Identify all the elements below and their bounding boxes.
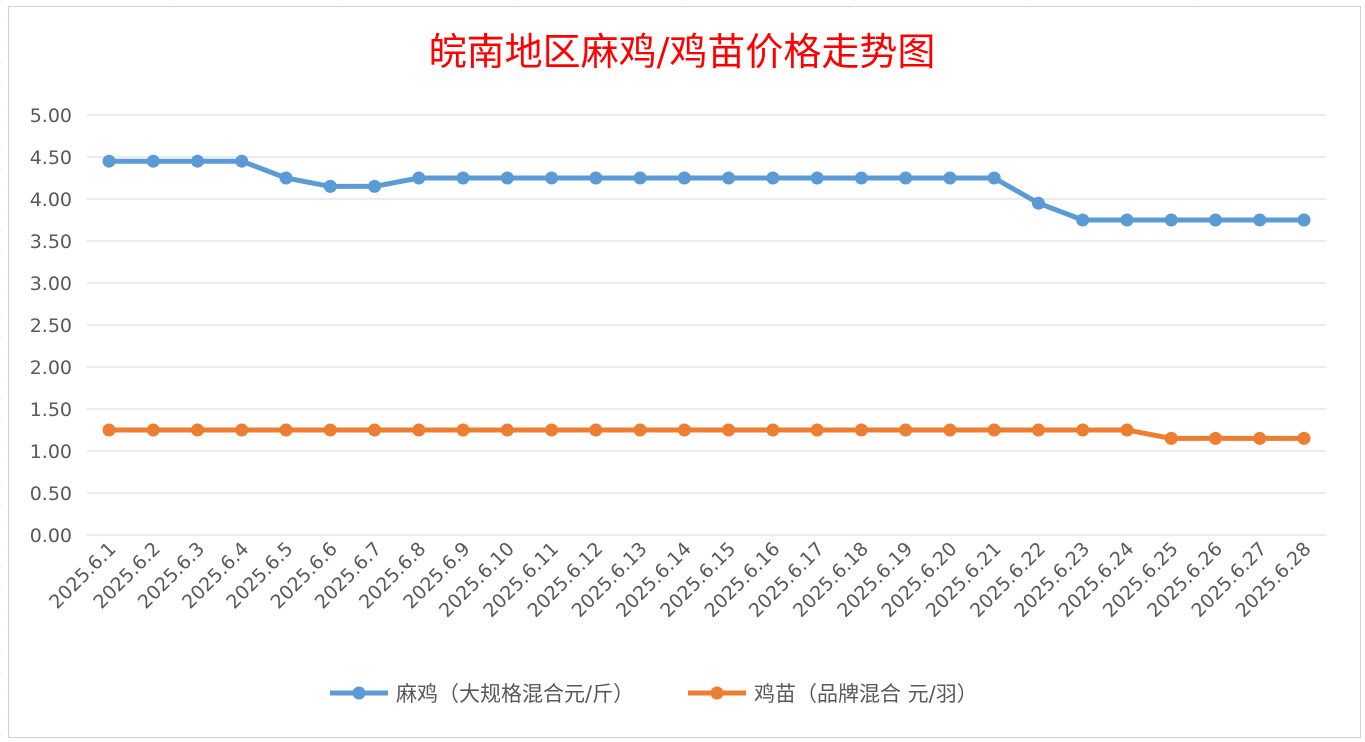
data-point bbox=[943, 171, 957, 185]
data-point bbox=[589, 423, 603, 437]
y-tick-label: 2.50 bbox=[30, 315, 72, 337]
chart-title: 皖南地区麻鸡/鸡苗价格走势图 bbox=[429, 30, 936, 74]
data-point bbox=[102, 423, 116, 437]
data-point bbox=[899, 171, 913, 185]
data-point bbox=[412, 423, 426, 437]
y-tick-label: 5.00 bbox=[30, 105, 72, 127]
data-point bbox=[500, 171, 514, 185]
data-point bbox=[1253, 431, 1267, 445]
legend: 麻鸡（大规格混合元/斤） 鸡苗（品牌混合 元/羽） bbox=[330, 682, 978, 706]
legend-item[interactable]: 麻鸡（大规格混合元/斤） bbox=[330, 682, 634, 706]
data-point bbox=[633, 171, 647, 185]
data-point bbox=[854, 171, 868, 185]
data-point bbox=[235, 423, 249, 437]
data-point bbox=[456, 171, 470, 185]
data-point bbox=[1031, 423, 1045, 437]
data-point bbox=[191, 423, 205, 437]
y-axis-ticks: 0.00 0.50 1.00 1.50 2.00 2.50 3.00 3.50 4.00 4.50… bbox=[30, 105, 72, 547]
data-point bbox=[146, 423, 160, 437]
data-point bbox=[1297, 213, 1311, 227]
data-point bbox=[146, 154, 160, 168]
gridlines bbox=[87, 114, 1326, 536]
y-tick-label: 3.00 bbox=[30, 273, 72, 295]
legend-label: 麻鸡（大规格混合元/斤） bbox=[396, 682, 634, 706]
data-point bbox=[323, 423, 337, 437]
data-point bbox=[1076, 213, 1090, 227]
data-point bbox=[854, 423, 868, 437]
chart-frame[interactable] bbox=[8, 6, 1361, 738]
legend-marker bbox=[710, 686, 724, 700]
series-1 bbox=[102, 154, 1311, 227]
data-point bbox=[545, 423, 559, 437]
data-point bbox=[412, 171, 426, 185]
data-point bbox=[722, 423, 736, 437]
data-point bbox=[677, 171, 691, 185]
y-tick-label: 1.50 bbox=[30, 399, 72, 421]
data-point bbox=[102, 154, 116, 168]
data-point bbox=[987, 423, 1001, 437]
x-axis-ticks: 2025.6.12025.6.22025.6.32025.6.42025.6.5… bbox=[45, 538, 1315, 622]
y-tick-label: 4.00 bbox=[30, 189, 72, 211]
y-tick-label: 2.00 bbox=[30, 357, 72, 379]
y-tick-label: 0.50 bbox=[30, 483, 72, 505]
y-tick-label: 0.00 bbox=[30, 525, 72, 547]
data-point bbox=[1164, 431, 1178, 445]
data-point bbox=[279, 171, 293, 185]
data-point bbox=[368, 423, 382, 437]
data-point bbox=[810, 171, 824, 185]
data-point bbox=[235, 154, 249, 168]
data-point bbox=[1253, 213, 1267, 227]
data-point bbox=[766, 171, 780, 185]
y-tick-label: 1.00 bbox=[30, 441, 72, 463]
data-point bbox=[899, 423, 913, 437]
data-point bbox=[1208, 213, 1222, 227]
data-point bbox=[987, 171, 1001, 185]
series-line bbox=[106, 158, 1307, 223]
series-2 bbox=[102, 423, 1311, 445]
data-point bbox=[1076, 423, 1090, 437]
data-point bbox=[633, 423, 647, 437]
y-tick-label: 4.50 bbox=[30, 147, 72, 169]
data-point bbox=[1164, 213, 1178, 227]
legend-marker bbox=[352, 686, 366, 700]
data-point bbox=[589, 171, 603, 185]
y-tick-label: 3.50 bbox=[30, 231, 72, 253]
data-point bbox=[1031, 196, 1045, 210]
data-point bbox=[1208, 431, 1222, 445]
data-point bbox=[943, 423, 957, 437]
legend-item[interactable]: 鸡苗（品牌混合 元/羽） bbox=[688, 682, 978, 706]
data-point bbox=[368, 179, 382, 193]
data-point bbox=[722, 171, 736, 185]
series bbox=[102, 154, 1311, 445]
legend-label: 鸡苗（品牌混合 元/羽） bbox=[754, 682, 978, 706]
data-point bbox=[1120, 423, 1134, 437]
data-point bbox=[323, 179, 337, 193]
data-point bbox=[810, 423, 824, 437]
series-line bbox=[106, 427, 1307, 441]
data-point bbox=[545, 171, 559, 185]
data-point bbox=[677, 423, 691, 437]
data-point bbox=[456, 423, 470, 437]
data-point bbox=[1120, 213, 1134, 227]
data-point bbox=[191, 154, 205, 168]
data-point bbox=[766, 423, 780, 437]
data-point bbox=[279, 423, 293, 437]
data-point bbox=[1297, 431, 1311, 445]
data-point bbox=[500, 423, 514, 437]
